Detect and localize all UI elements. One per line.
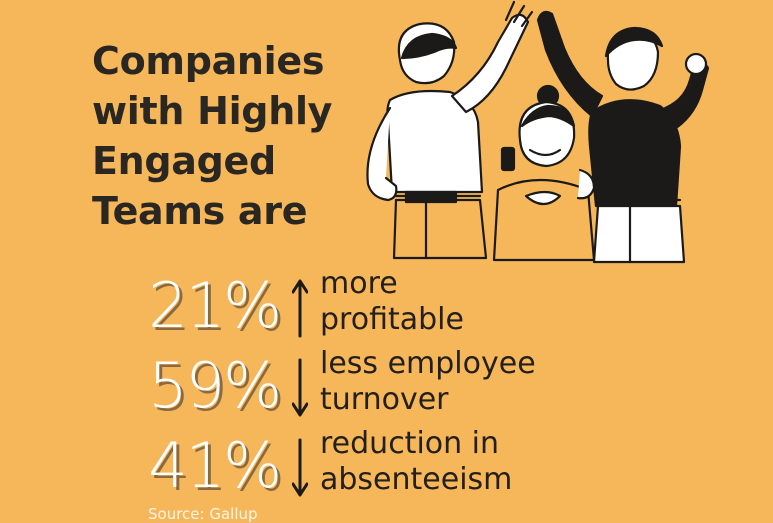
stat-description-line-2: absenteeism <box>320 462 513 497</box>
stat-profitable: 21% more profitable <box>148 266 628 350</box>
stat-description: less employee turnover <box>320 346 536 418</box>
stat-description-line-1: reduction in <box>320 426 500 461</box>
stat-description: reduction in absenteeism <box>320 426 512 498</box>
arrow-up-icon <box>292 279 308 338</box>
headline-line-3: Engaged <box>92 139 276 183</box>
headline: Companies with Highly Engaged Teams are <box>92 36 332 236</box>
celebrating-team-illustration <box>366 0 710 264</box>
stat-description-line-2: profitable <box>320 302 464 337</box>
stat-turnover: 59% less employee turnover <box>148 346 628 430</box>
stat-absenteeism: 41% reduction in absenteeism <box>148 426 628 510</box>
headline-line-4: Teams are <box>92 189 308 233</box>
stat-value: 41% <box>148 429 282 502</box>
stat-value: 59% <box>148 349 282 422</box>
headline-line-2: with Highly <box>92 89 333 133</box>
stat-description-line-1: more <box>320 266 398 301</box>
stat-description-line-1: less employee <box>320 346 536 381</box>
arrow-down-icon <box>292 358 308 417</box>
stat-value: 21% <box>148 269 282 342</box>
stat-description: more profitable <box>320 266 464 338</box>
stat-description-line-2: turnover <box>320 382 449 417</box>
arrow-down-icon <box>292 438 308 497</box>
source-credit: Source: Gallup <box>148 505 258 523</box>
headline-line-1: Companies <box>92 39 325 83</box>
